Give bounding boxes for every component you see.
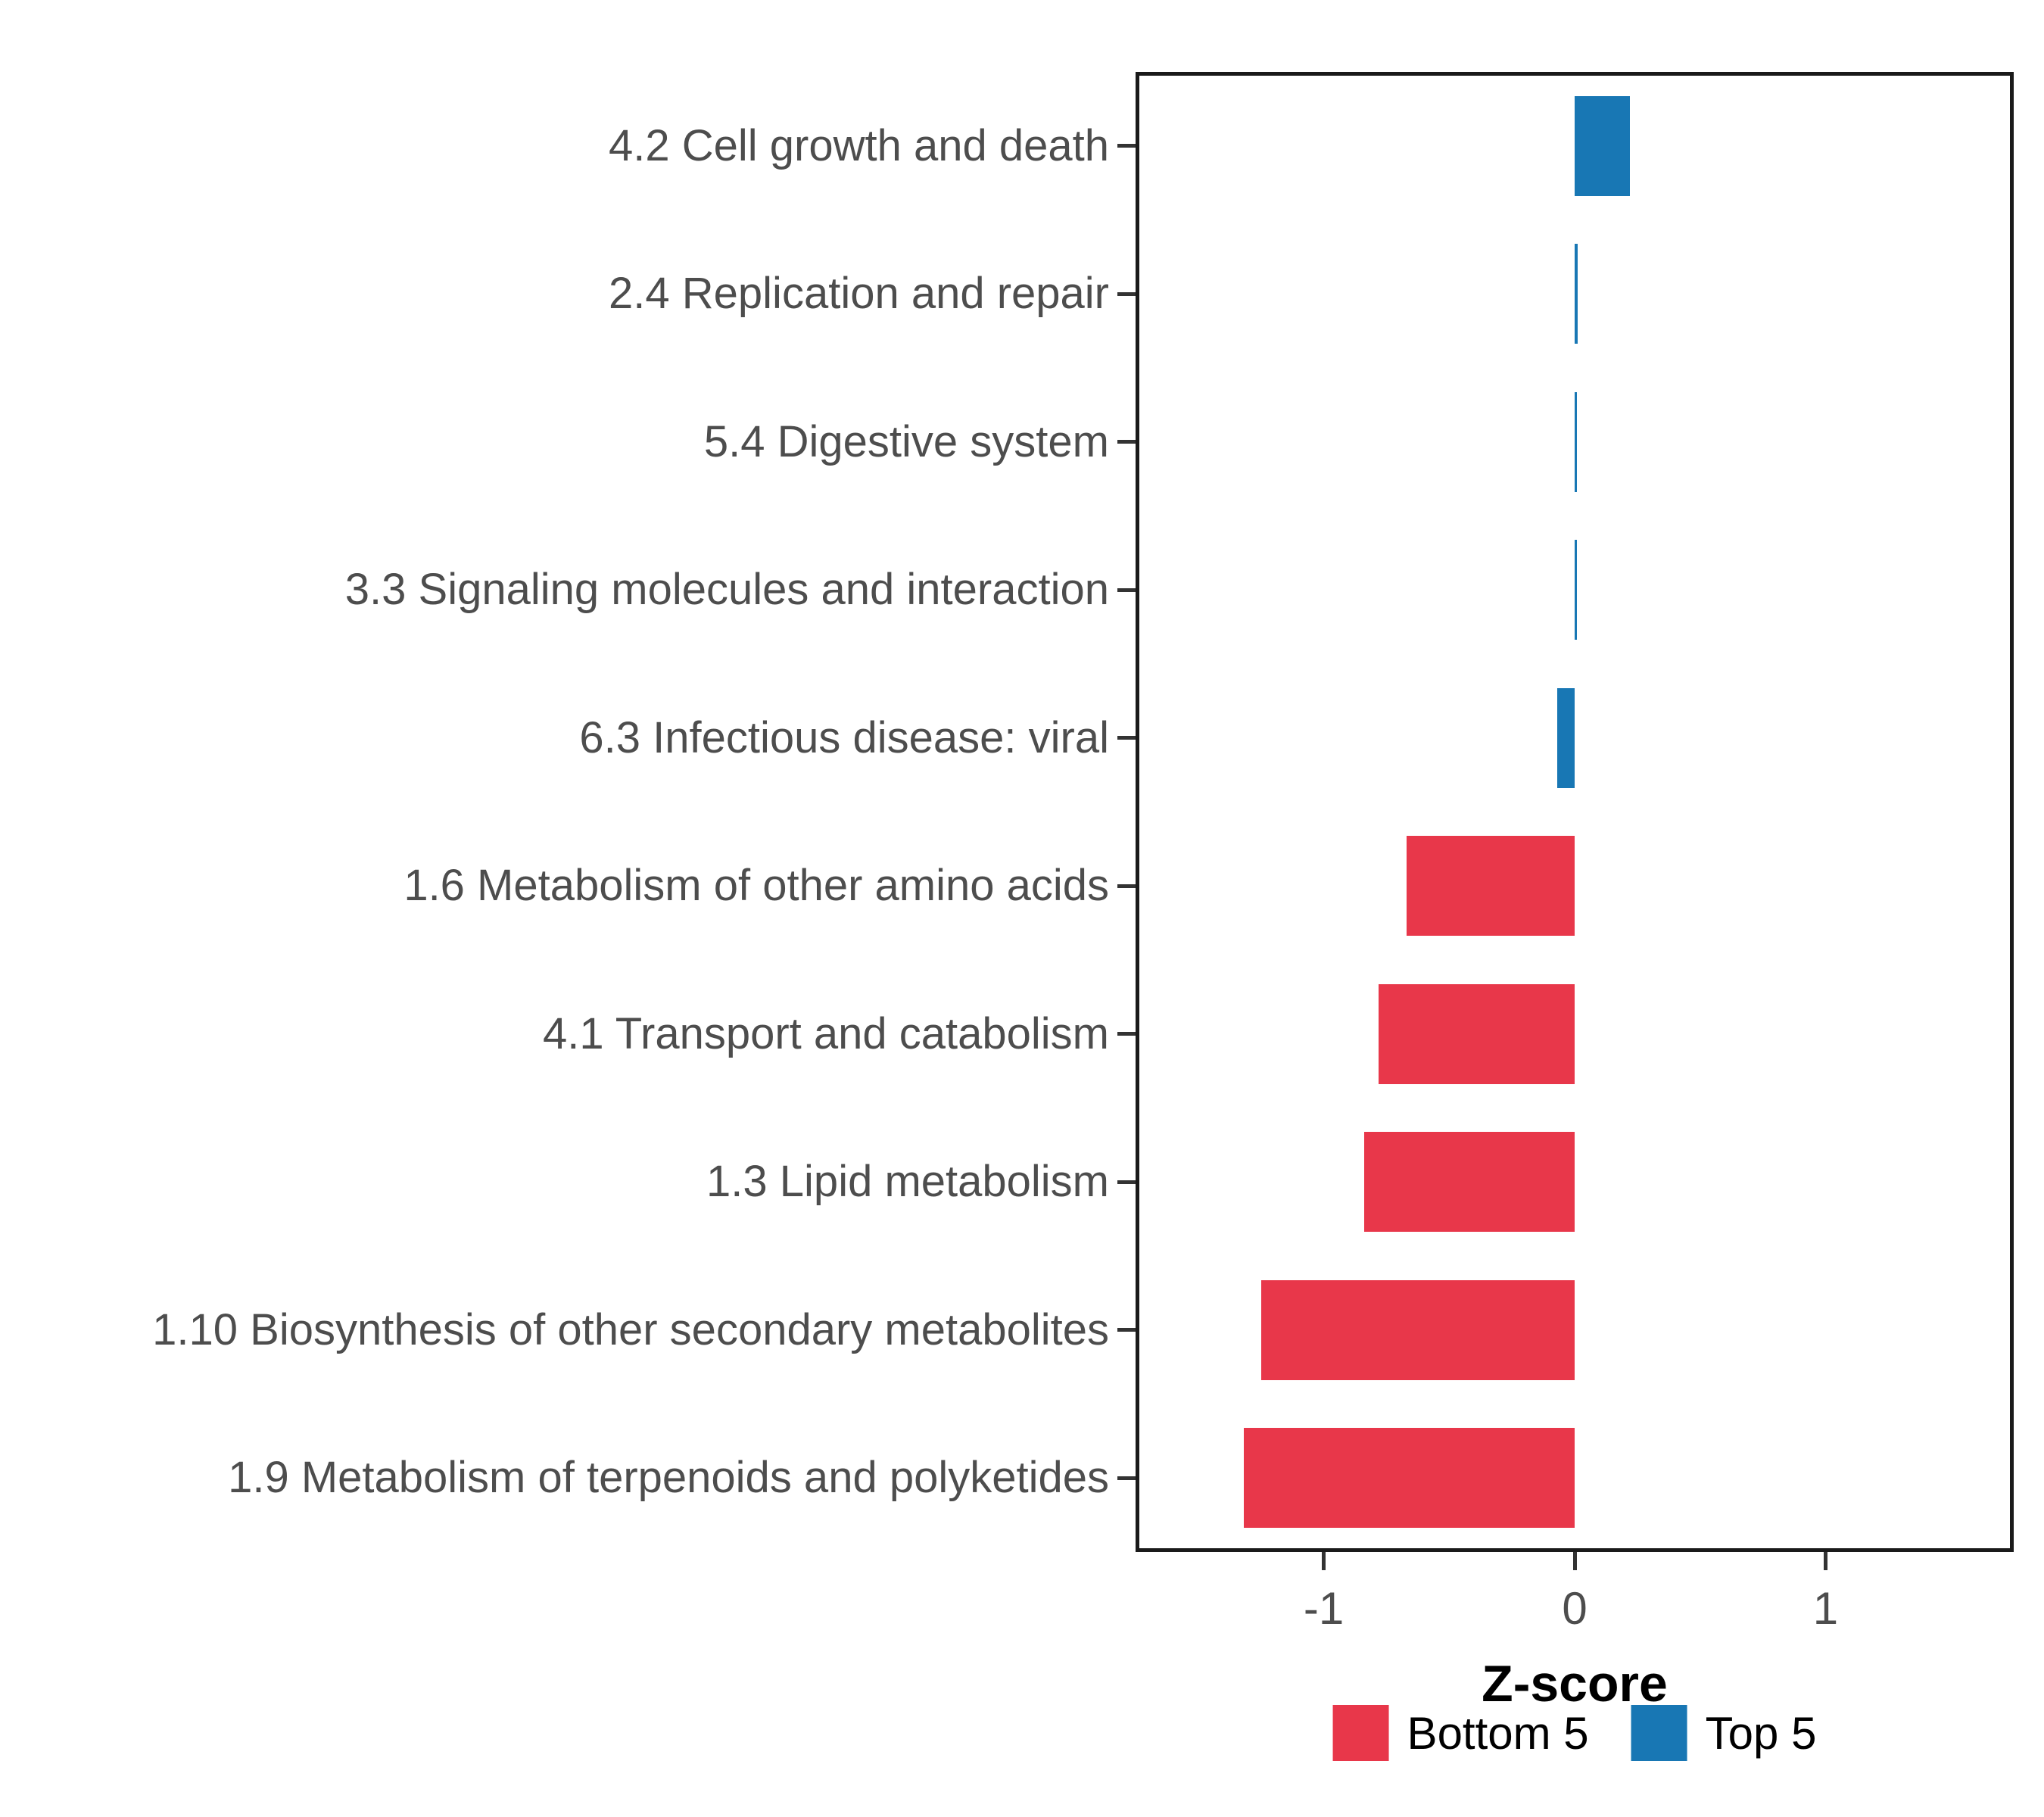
category-label: 1.9 Metabolism of terpenoids and polyket… [228,1453,1109,1503]
category-label: 3.3 Signaling molecules and interaction [344,565,1109,615]
x-axis-title: Z-score [1482,1655,1668,1713]
bar [1406,836,1575,937]
x-tick-label: 0 [1562,1583,1588,1634]
x-tick-mark [1572,1552,1577,1570]
legend-swatch [1631,1705,1687,1761]
legend-label: Top 5 [1705,1707,1817,1759]
y-tick-mark [1117,144,1136,148]
category-label: 1.10 Biosynthesis of other secondary met… [152,1304,1109,1354]
category-label: 6.3 Infectious disease: viral [579,712,1109,762]
y-tick-mark [1117,1328,1136,1332]
bar [1575,391,1577,492]
bar [1379,983,1575,1084]
bar [1556,687,1575,788]
bar [1363,1132,1575,1233]
x-tick-mark [1322,1552,1326,1570]
bar [1575,244,1578,344]
y-tick-mark [1117,736,1136,740]
y-tick-mark [1117,1476,1136,1480]
x-tick-label: -1 [1303,1583,1344,1634]
legend-item: Bottom 5 [1332,1705,1589,1761]
category-label: 2.4 Replication and repair [609,269,1109,319]
category-label: 1.3 Lipid metabolism [706,1157,1109,1207]
y-tick-mark [1117,291,1136,296]
y-tick-mark [1117,587,1136,592]
legend-swatch [1332,1705,1389,1761]
category-label: 5.4 Digestive system [703,416,1109,466]
category-label: 1.6 Metabolism of other amino acids [404,861,1109,911]
bar [1243,1428,1575,1529]
y-tick-mark [1117,440,1136,444]
category-label: 4.2 Cell growth and death [609,120,1109,170]
x-tick-label: 1 [1812,1583,1839,1634]
category-label: 4.1 Transport and catabolism [543,1008,1109,1058]
y-tick-mark [1117,1180,1136,1184]
x-tick-mark [1823,1552,1827,1570]
legend-item: Top 5 [1631,1705,1817,1761]
bar [1575,95,1630,196]
legend-label: Bottom 5 [1407,1707,1589,1759]
bar [1575,540,1577,640]
y-tick-mark [1117,1032,1136,1036]
bar [1260,1279,1575,1380]
y-tick-mark [1117,884,1136,888]
plot-panel [1136,72,2014,1552]
legend: Bottom 5 Top 5 [1332,1705,1817,1761]
